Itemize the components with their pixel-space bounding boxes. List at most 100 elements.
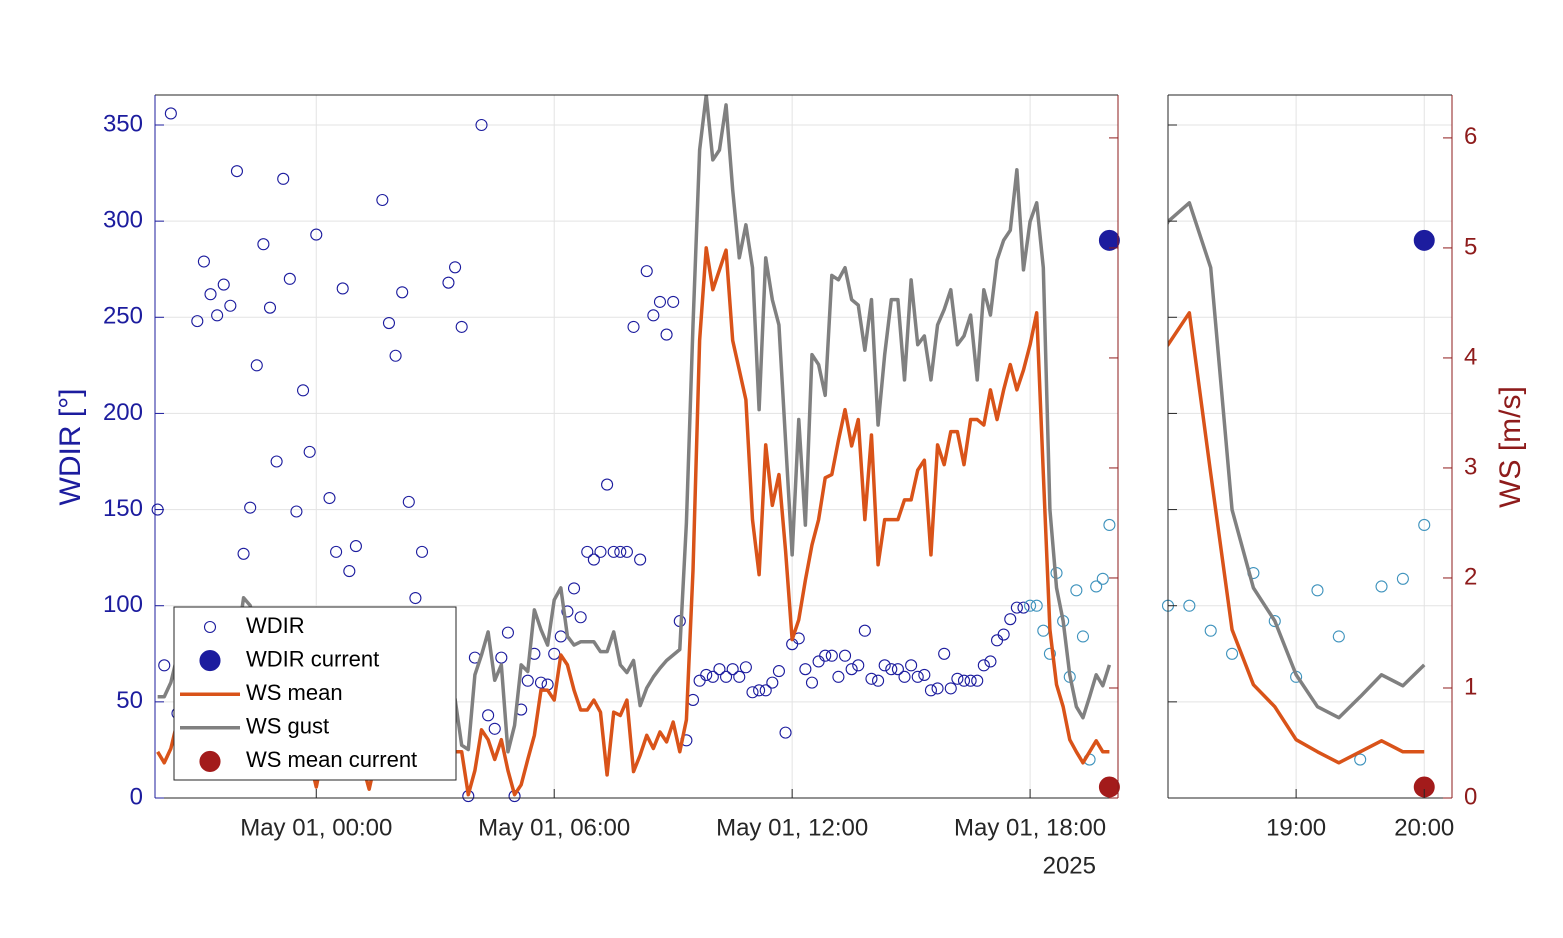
scatter-point <box>482 709 495 722</box>
scatter-point <box>1418 518 1431 532</box>
y2-axis-label: WS [m/s] <box>1494 386 1527 508</box>
scatter-point <box>1332 630 1345 643</box>
scatter-point <box>997 628 1010 641</box>
current-marker <box>1413 229 1435 251</box>
scatter-point <box>634 553 647 566</box>
y2-tick-label: 3 <box>1464 453 1477 480</box>
scatter-point <box>521 674 534 687</box>
scatter-point <box>819 649 832 662</box>
scatter-point <box>1375 580 1388 593</box>
x-tick-label: May 01, 00:00 <box>240 814 392 841</box>
scatter-point <box>376 193 389 207</box>
legend-label: WDIR <box>246 613 305 638</box>
scatter-point <box>911 670 924 683</box>
x-tick-label: May 01, 12:00 <box>716 814 868 841</box>
x-tick-label: May 01, 18:00 <box>954 814 1106 841</box>
scatter-point <box>237 547 250 560</box>
scatter-point <box>706 670 719 683</box>
scatter-point <box>336 282 349 295</box>
scatter-point <box>964 674 977 687</box>
scatter-point <box>858 624 871 637</box>
y-tick-label: 150 <box>103 495 143 522</box>
scatter-point <box>898 670 911 683</box>
scatter-point <box>310 228 323 241</box>
scatter-point <box>1076 630 1090 643</box>
scatter-point <box>409 591 422 605</box>
line-series <box>156 246 1110 797</box>
scatter-point <box>918 668 931 681</box>
scatter-point <box>224 299 237 312</box>
scatter-point <box>739 661 752 674</box>
scatter-point <box>263 301 277 314</box>
scatter-point <box>1024 599 1037 612</box>
scatter-point <box>330 545 343 558</box>
scatter-point <box>455 320 468 333</box>
y2-tick-label: 2 <box>1464 563 1477 590</box>
y2-tick-label: 6 <box>1464 123 1477 150</box>
legend-marker <box>203 620 217 634</box>
legend-label: WDIR current <box>246 646 379 671</box>
x-tick-label: 20:00 <box>1394 814 1454 841</box>
scatter-point <box>1354 753 1367 766</box>
scatter-point <box>164 107 177 120</box>
scatter-point <box>475 118 488 132</box>
scatter-point <box>197 255 210 268</box>
scatter-point <box>660 328 673 341</box>
scatter-point <box>1268 615 1281 628</box>
scatter-point <box>905 659 918 672</box>
scatter-point <box>931 682 944 695</box>
scatter-point <box>620 545 633 558</box>
scatter-point <box>601 478 614 491</box>
legend-marker <box>199 750 221 772</box>
scatter-point <box>574 611 587 624</box>
scatter-point <box>944 682 957 695</box>
scatter-point <box>1096 572 1109 585</box>
scatter-point <box>217 278 230 291</box>
legend-label: WS mean current <box>246 747 417 772</box>
scatter-point <box>805 676 819 689</box>
scatter-point <box>766 676 779 689</box>
scatter-point <box>957 674 971 687</box>
scatter-point <box>845 663 858 676</box>
scatter-point <box>415 545 429 558</box>
scatter-point <box>290 505 303 518</box>
scatter-point <box>1183 599 1196 612</box>
scatter-point <box>779 726 792 739</box>
scatter-point <box>1010 601 1023 614</box>
scatter-point <box>924 684 938 697</box>
scatter-point <box>825 649 838 662</box>
scatter-point <box>1004 613 1017 626</box>
scatter-point <box>402 495 415 508</box>
scatter-point <box>204 288 217 301</box>
scatter-point <box>442 276 455 289</box>
y-tick-label: 250 <box>103 303 143 330</box>
y-axis-label: WDIR [°] <box>54 389 87 506</box>
legend: WDIR WDIR current WS mean WS gust WS mean cu… <box>173 606 457 781</box>
scatter-point <box>647 309 660 322</box>
legend-label: WS mean <box>246 680 343 705</box>
scatter-point <box>971 674 984 687</box>
scatter-point <box>534 676 548 689</box>
x-tick-label: May 01, 06:00 <box>478 814 630 841</box>
y-tick-label: 0 <box>130 783 143 810</box>
scatter-point <box>1396 572 1409 585</box>
current-marker <box>1098 229 1120 251</box>
y2-tick-label: 5 <box>1464 233 1477 260</box>
scatter-point <box>382 317 396 330</box>
scatter-point <box>1043 647 1056 660</box>
scatter-point <box>1090 580 1103 593</box>
scatter-point <box>984 655 997 668</box>
y2-tick-label: 1 <box>1464 673 1477 700</box>
scatter-point <box>1030 599 1043 612</box>
scatter-point <box>885 663 898 676</box>
scatter-point <box>270 455 283 468</box>
scatter-point <box>191 315 204 328</box>
scatter-point <box>349 540 362 553</box>
scatter-point <box>1311 584 1324 597</box>
scatter-point <box>283 272 296 285</box>
x-secondary-label: 2025 <box>1043 852 1096 879</box>
scatter-point <box>759 684 772 697</box>
